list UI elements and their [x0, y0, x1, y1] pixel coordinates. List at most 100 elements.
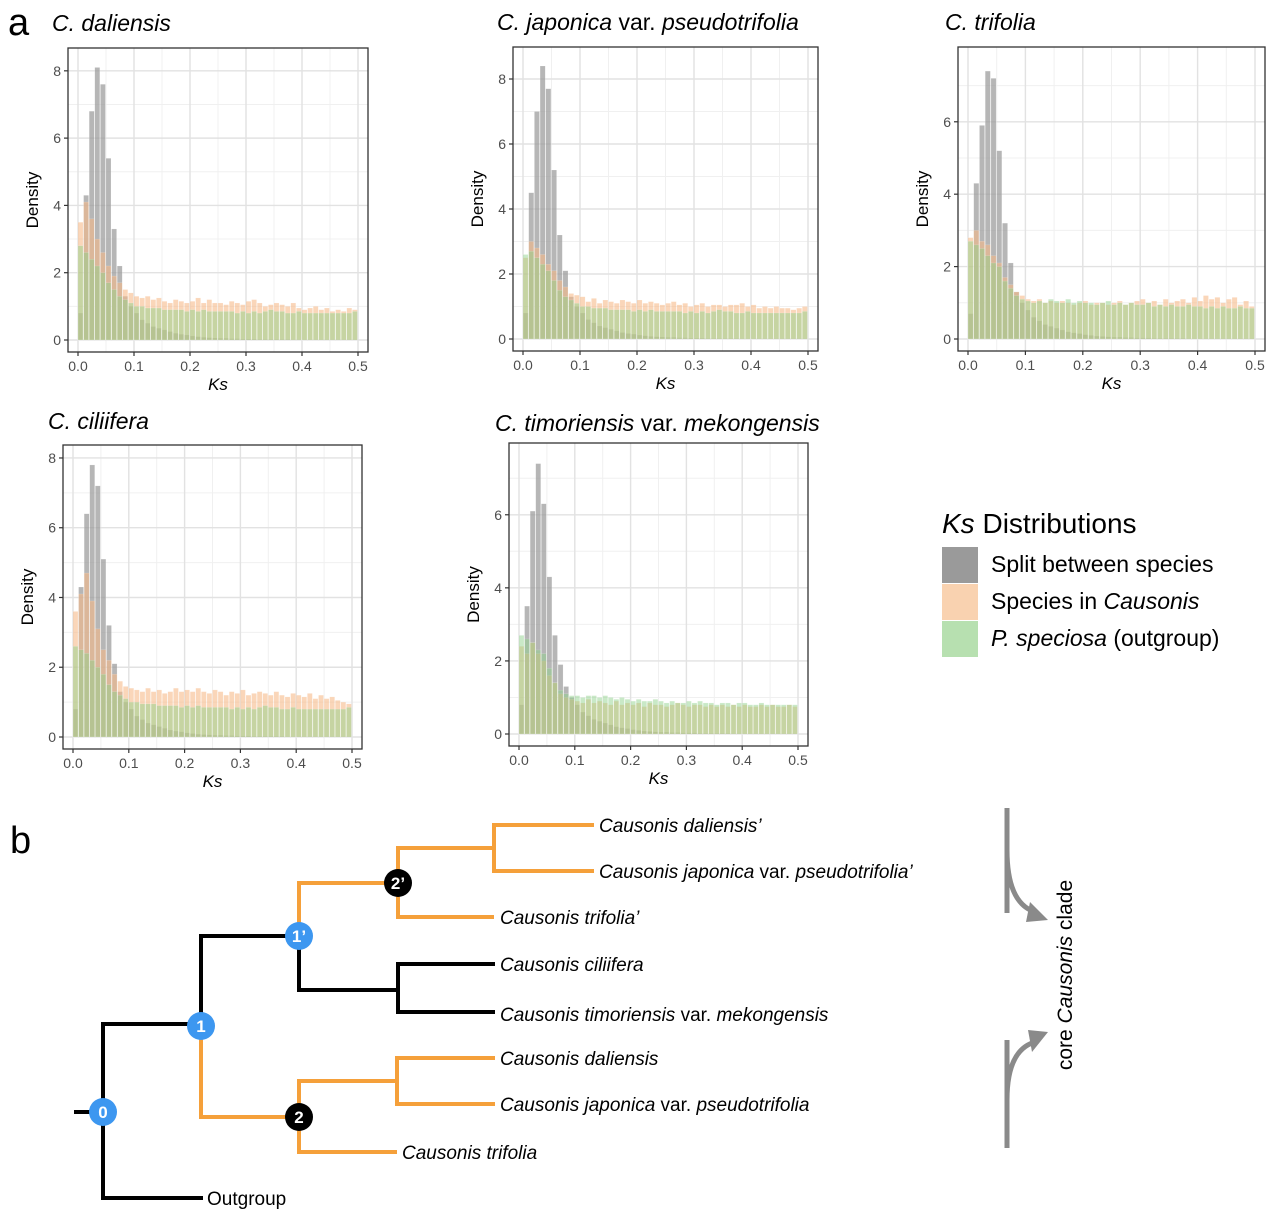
bar-series-1 [636, 299, 643, 340]
bar-series-2 [642, 311, 649, 340]
bar-series-2 [534, 257, 540, 340]
bar-series-2 [189, 309, 196, 341]
bar-series-2 [162, 705, 168, 738]
bar-series-2 [172, 309, 179, 341]
bar-series-1 [574, 294, 580, 340]
x-tick-label: 0.2 [175, 755, 195, 771]
bar-series-2 [691, 702, 698, 735]
bar-series-1 [579, 296, 586, 340]
tree-leaf-label-part: pseudotrifolia [695, 1095, 809, 1116]
upper-arrow-curve [1004, 849, 1036, 915]
bar-series-1 [111, 674, 118, 738]
tree-leaf-label-part: pseudotrifolia’ [794, 862, 913, 883]
bar-series-2 [301, 312, 308, 341]
chart-title-1-part: pseudotrifolia [661, 9, 799, 35]
bar-series-1 [223, 304, 229, 341]
bar-series-1 [133, 296, 140, 341]
bar-series-1 [716, 304, 723, 340]
bar-series-1 [652, 704, 659, 735]
tree-node-label: 2 [294, 1108, 303, 1127]
bar-series-1 [665, 303, 671, 340]
bar-series-1 [1237, 304, 1244, 340]
bar-series-1 [128, 292, 134, 341]
bar-series-2 [83, 252, 89, 341]
bar-series-1 [251, 693, 257, 738]
bar-series-1 [756, 307, 763, 340]
y-tick-label: 4 [498, 201, 506, 217]
bar-series-1 [602, 702, 608, 735]
bar-series-1 [1025, 298, 1031, 340]
ks-histogram-chart-4: 0.0 0.1 0.2 0.3 0.4 0.5 0 2 4 6 Ks Density [464, 442, 809, 788]
legend-label-split: Split between species [991, 551, 1214, 577]
bar-series-2 [619, 309, 626, 340]
bar-series-2 [524, 638, 530, 735]
bar-series-1 [77, 222, 84, 341]
bar-series-1 [608, 704, 614, 735]
bar-series-1 [139, 691, 146, 738]
bar-series-1 [212, 689, 218, 738]
y-tick-label: 4 [943, 186, 951, 202]
bar-series-1 [518, 646, 525, 735]
bar-series-1 [591, 298, 597, 340]
bar-series-1 [1249, 306, 1255, 340]
bar-series-1 [585, 301, 592, 340]
x-tick-label: 0.3 [236, 358, 256, 374]
y-tick-label: 0 [498, 331, 506, 347]
bar-series-2 [747, 704, 753, 735]
tree-leaf-label-part: var. [754, 862, 795, 883]
bar-series-2 [745, 311, 751, 340]
bar-series-1 [528, 241, 535, 340]
x-axis-label: Ks [649, 769, 669, 788]
bar-series-2 [156, 705, 162, 738]
bar-series-2 [574, 303, 580, 340]
chart-title-0: C. daliensis [52, 10, 171, 37]
bar-series-2 [1134, 304, 1140, 340]
bar-series-2 [335, 312, 341, 341]
bar-series-2 [273, 707, 280, 738]
bar-series-1 [105, 265, 112, 341]
bar-series-1 [184, 689, 190, 738]
bar-series-1 [762, 306, 768, 340]
plot-border [957, 46, 1266, 352]
x-tick-label: 0.0 [509, 752, 529, 768]
ks-histogram-chart-0: 0.0 0.1 0.2 0.3 0.4 0.5 0 2 4 6 8 Ks Density [23, 47, 369, 394]
bar-series-2 [641, 700, 647, 735]
x-tick-label: 0.2 [180, 358, 200, 374]
bar-series-2 [539, 264, 546, 340]
bar-series-1 [234, 302, 241, 341]
bar-series-1 [591, 702, 597, 735]
bar-series-1 [546, 675, 553, 735]
bar-series-2 [268, 707, 274, 738]
bar-series-1 [614, 303, 620, 340]
bar-series-2 [528, 251, 535, 340]
bar-series-2 [279, 708, 285, 738]
bar-series-2 [228, 311, 235, 341]
bar-series-2 [1231, 308, 1238, 340]
bar-series-2 [1071, 302, 1077, 340]
tree-leaf-label-part: Causonis japonica [500, 1095, 655, 1116]
bar-series-2 [251, 708, 257, 738]
tree-leaf-label-part: Causonis trifolia [402, 1143, 537, 1164]
bar-series-1 [229, 691, 235, 738]
bar-series-1 [116, 282, 123, 341]
bar-series-2 [139, 703, 146, 738]
bar-series-2 [88, 259, 95, 341]
x-tick-label: 0.4 [741, 357, 761, 373]
bar-series-1 [1226, 298, 1232, 340]
bar-series-1 [1117, 300, 1123, 340]
bar-series-2 [95, 667, 101, 738]
bar-series-1 [1071, 304, 1077, 340]
bar-series-1 [1111, 302, 1117, 340]
bar-series-2 [285, 312, 291, 341]
tree-leaf-label-part: var. [655, 1095, 696, 1116]
bar-series-1 [792, 706, 798, 735]
bar-series-2 [671, 311, 677, 340]
y-tick-label: 2 [48, 659, 56, 675]
bar-series-1 [552, 682, 558, 735]
bar-series-1 [117, 681, 123, 738]
bar-series-2 [730, 704, 737, 735]
y-axis-label: Density [913, 170, 932, 227]
bar-series-2 [273, 311, 280, 341]
bar-series-1 [162, 693, 168, 738]
bar-series-2 [340, 708, 347, 738]
